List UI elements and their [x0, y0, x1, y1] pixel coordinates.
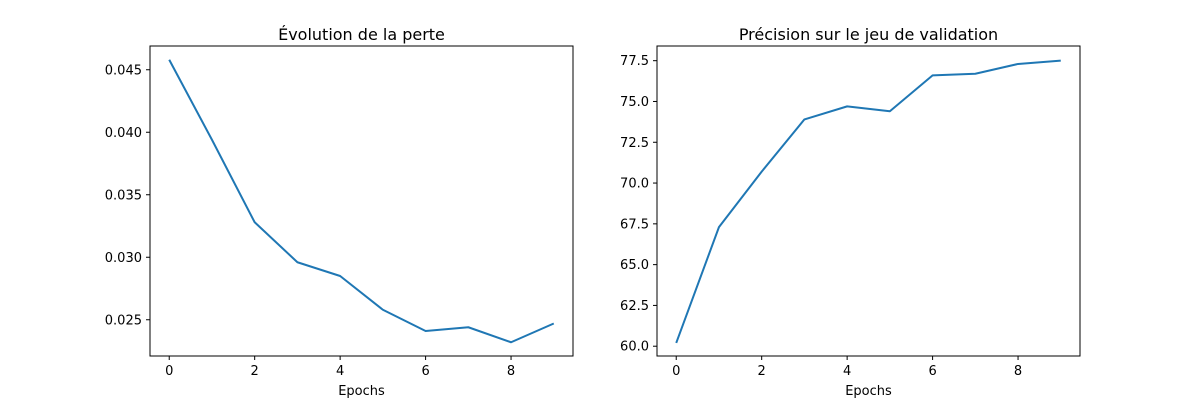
x-tick-label: 4 — [843, 364, 851, 379]
x-axis-label: Epochs — [845, 384, 892, 399]
y-tick-label: 62.5 — [620, 299, 649, 314]
x-axis-label: Epochs — [338, 384, 385, 399]
y-tick-label: 60.0 — [620, 340, 649, 355]
x-tick-label: 0 — [672, 364, 680, 379]
chart-title: Précision sur le jeu de validation — [739, 25, 998, 44]
y-tick-label: 77.5 — [620, 54, 649, 69]
x-tick-label: 2 — [758, 364, 766, 379]
x-tick-label: 2 — [251, 364, 259, 379]
plot-area: 0 2 4 6 8 60.0 62.5 65.0 67.5 70.0 72.5 75.0 77.5 — [620, 45, 1081, 379]
series-line — [675, 59, 1061, 344]
y-tick-label: 67.5 — [620, 217, 649, 232]
x-tick-label: 6 — [421, 364, 429, 379]
y-tick-label: 65.0 — [620, 258, 649, 273]
y-tick-label: 0.040 — [105, 126, 142, 141]
y-tick-label: 0.030 — [105, 251, 142, 266]
y-tick-label: 75.0 — [620, 95, 649, 110]
y-tick-label: 0.025 — [105, 313, 142, 328]
validation-accuracy-chart: Précision sur le jeu de validation 0 2 4 6 8… — [620, 25, 1081, 399]
x-tick-label: 0 — [165, 364, 173, 379]
x-tick-label: 6 — [928, 364, 936, 379]
series-line — [168, 59, 555, 344]
plot-frame — [656, 45, 1081, 357]
x-tick-label: 4 — [336, 364, 344, 379]
x-tick-label: 8 — [507, 364, 515, 379]
x-tick-label: 8 — [1014, 364, 1022, 379]
y-tick-label: 70.0 — [620, 177, 649, 192]
plot-frame — [149, 45, 574, 357]
chart-title: Évolution de la perte — [278, 25, 445, 44]
y-tick-label: 0.035 — [105, 188, 142, 203]
y-tick-label: 0.045 — [105, 63, 142, 78]
y-tick-label: 72.5 — [620, 136, 649, 151]
loss-chart: Évolution de la perte 0 2 4 6 8 0.025 0.030 0.0… — [105, 25, 574, 399]
plot-area: 0 2 4 6 8 0.025 0.030 0.035 0.040 0.045 — [105, 45, 574, 379]
